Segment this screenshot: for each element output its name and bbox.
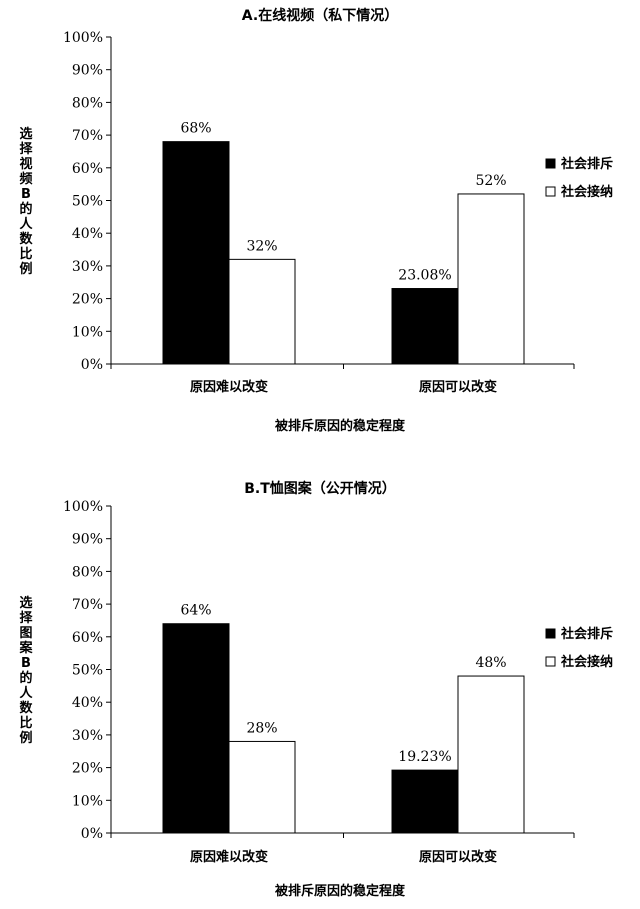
y-tick-label: 40%: [72, 695, 103, 711]
y-axis-title-char: B: [21, 656, 31, 671]
category-label: 原因可以改变: [419, 849, 497, 865]
bar-exclusion: [162, 623, 230, 834]
y-axis-title-char: B: [21, 187, 31, 202]
y-axis-title-text: 选择视频 B 的人数比例: [19, 126, 33, 277]
data-label: 23.08%: [398, 268, 451, 284]
y-axis-title-char: 案: [18, 640, 33, 656]
y-axis-title-char: 选: [19, 595, 32, 611]
bar-acceptance: [457, 675, 525, 834]
y-tick-label: 50%: [72, 194, 103, 210]
y-axis-title-char: 择: [19, 610, 33, 626]
y-tick-label: 0%: [81, 357, 103, 373]
y-tick-label: 80%: [72, 564, 103, 580]
y-tick-label: 20%: [72, 292, 103, 308]
category-label: 原因难以改变: [190, 379, 268, 395]
data-label: 19.23%: [398, 749, 451, 765]
y-tick-label: 100%: [63, 499, 103, 515]
y-tick-label: 0%: [81, 826, 103, 842]
y-tick-label: 90%: [72, 63, 103, 79]
y-tick-label: 70%: [72, 128, 103, 144]
bar-acceptance: [228, 740, 296, 834]
bar-acceptance: [457, 193, 525, 365]
legend-label: 社会排斥: [560, 626, 613, 642]
category-label: 原因难以改变: [190, 849, 268, 865]
legend-label: 社会接纳: [560, 654, 613, 670]
y-tick-label: 70%: [72, 597, 103, 613]
legend-swatch: [545, 656, 556, 667]
y-tick-label: 40%: [72, 226, 103, 242]
y-axis-title-char: 例: [19, 261, 32, 277]
y-tick-label: 60%: [72, 161, 103, 177]
data-label: 52%: [475, 173, 506, 189]
legend-swatch: [545, 186, 556, 197]
y-tick-label: 30%: [72, 728, 103, 744]
y-axis-title-char: 选: [19, 126, 32, 142]
chart-title: A.在线视频（私下情况）: [242, 7, 398, 24]
x-axis-title: 被排斥原因的稳定程度: [274, 418, 406, 434]
y-tick-label: 100%: [63, 30, 103, 46]
data-label: 48%: [475, 655, 506, 671]
data-label: 32%: [246, 238, 277, 254]
chart-panel-a: A.在线视频（私下情况） 0% 10% 20% 30% 40% 50% 60% 70% 80% 90…: [19, 7, 613, 434]
y-tick-label: 10%: [72, 324, 103, 340]
y-axis-title-char: 图: [19, 626, 32, 641]
y-axis-title-char: 数: [19, 700, 33, 716]
y-tick-label: 10%: [72, 793, 103, 809]
y-axis-title-char: 比: [19, 246, 32, 262]
legend-swatch: [545, 158, 556, 169]
bar-acceptance: [228, 258, 296, 365]
data-label: 28%: [246, 720, 277, 736]
y-axis-title-char: 视: [19, 156, 32, 172]
y-axis-title-char: 频: [19, 171, 32, 187]
bar-exclusion: [391, 769, 459, 834]
y-axis-title-char: 数: [19, 231, 33, 247]
chart-panel-b: B.T恤图案（公开情况） 0% 10% 20% 30% 40% 50% 60% 70% 80% 90…: [18, 480, 613, 899]
y-tick-label: 90%: [72, 532, 103, 548]
chart-title: B.T恤图案（公开情况）: [244, 480, 396, 497]
y-axis-title-char: 的: [19, 670, 32, 686]
data-label: 68%: [180, 121, 211, 137]
y-axis-title: 选择图案 B 的人数比例: [18, 595, 33, 746]
y-tick-label: 50%: [72, 663, 103, 679]
bar-exclusion: [391, 288, 459, 365]
legend-label: 社会接纳: [560, 184, 613, 200]
y-axis-title: 选择视频 B 的人数比例: [19, 126, 33, 277]
legend-label: 社会排斥: [560, 156, 613, 172]
bar-exclusion: [162, 141, 230, 365]
x-axis-title: 被排斥原因的稳定程度: [274, 883, 406, 899]
y-axis-title-char: 人: [19, 685, 33, 701]
legend-swatch: [545, 628, 556, 639]
y-tick-label: 30%: [72, 259, 103, 275]
y-axis-title-char: 择: [19, 141, 33, 157]
data-label: 64%: [180, 603, 211, 619]
y-tick-label: 80%: [72, 95, 103, 111]
y-axis-title-char: 例: [19, 730, 32, 746]
y-tick-label: 60%: [72, 630, 103, 646]
y-tick-label: 20%: [72, 761, 103, 777]
y-axis-title-text: 选择图案 B 的人数比例: [18, 595, 33, 746]
category-label: 原因可以改变: [419, 379, 497, 395]
y-axis-title-char: 比: [19, 715, 32, 731]
y-axis-title-char: 的: [19, 201, 32, 217]
y-axis-title-char: 人: [19, 216, 33, 232]
